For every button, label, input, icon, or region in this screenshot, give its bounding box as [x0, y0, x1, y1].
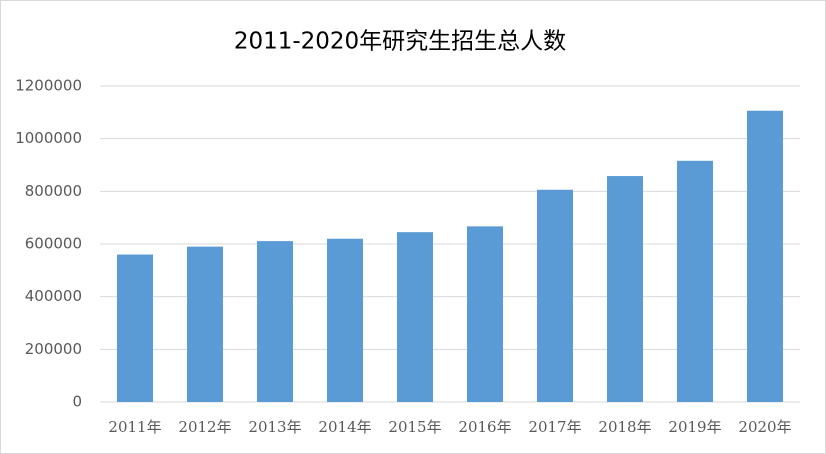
y-tick-label: 1200000 — [15, 77, 82, 95]
x-tick-label: 2012年 — [178, 418, 231, 436]
x-tick-label: 2018年 — [598, 418, 651, 436]
y-tick-label: 1000000 — [15, 129, 82, 147]
bar — [537, 189, 573, 402]
bar — [397, 232, 433, 402]
x-tick-label: 2020年 — [738, 418, 791, 436]
y-tick-label: 400000 — [25, 287, 82, 305]
x-tick-label: 2015年 — [388, 418, 441, 436]
y-tick-label: 0 — [72, 393, 82, 411]
x-tick-label: 2014年 — [318, 418, 371, 436]
chart-title: 2011-2020年研究生招生总人数 — [234, 29, 566, 55]
bar — [467, 226, 503, 402]
x-tick-label: 2019年 — [668, 418, 721, 436]
bar — [117, 254, 153, 402]
bar — [327, 238, 363, 402]
x-tick-label: 2016年 — [458, 418, 511, 436]
y-tick-label: 600000 — [25, 235, 82, 253]
x-tick-label: 2011年 — [108, 418, 161, 436]
y-tick-label: 200000 — [25, 340, 82, 358]
bar — [747, 110, 783, 403]
bar — [607, 176, 643, 402]
bar — [257, 241, 293, 402]
x-tick-label: 2013年 — [248, 418, 301, 436]
y-tick-label: 800000 — [25, 182, 82, 200]
bar — [677, 160, 713, 402]
x-tick-label: 2017年 — [528, 418, 581, 436]
bar — [187, 246, 223, 402]
